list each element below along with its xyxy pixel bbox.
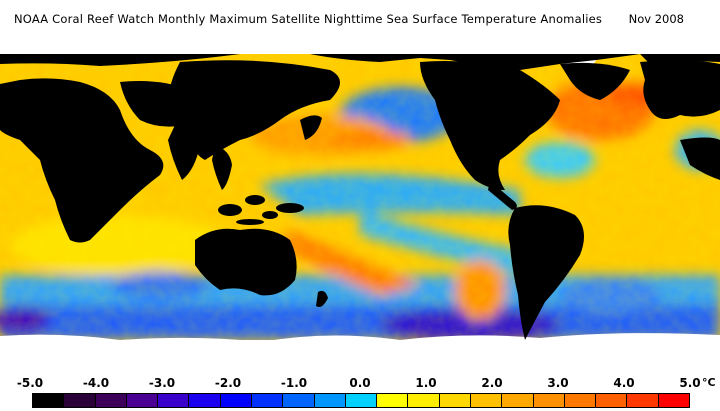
color-scale-swatch — [564, 394, 597, 407]
color-scale-swatch — [189, 394, 221, 407]
color-scale-swatch — [64, 394, 96, 407]
legend-tick-label: -1.0 — [280, 376, 308, 390]
color-scale-swatch — [251, 394, 284, 407]
color-scale-swatch — [533, 394, 565, 407]
map-title: NOAA Coral Reef Watch Monthly Maximum Sa… — [14, 12, 603, 26]
legend-tick-label: -3.0 — [148, 376, 176, 390]
color-scale-swatch — [158, 394, 190, 407]
header: NOAA Coral Reef Watch Monthly Maximum Sa… — [0, 0, 720, 40]
color-scale-swatch — [596, 394, 628, 407]
color-scale-swatch — [408, 394, 440, 407]
legend-unit: °C — [702, 376, 716, 389]
color-scale-swatch — [658, 394, 689, 407]
color-scale-swatch — [502, 394, 534, 407]
color-scale-bar — [32, 393, 690, 408]
legend-tick-label: 3.0 — [547, 376, 569, 390]
color-scale-swatch — [627, 394, 659, 407]
color-scale-swatch — [470, 394, 503, 407]
color-scale-swatch — [345, 394, 378, 407]
color-scale-swatch — [33, 394, 65, 407]
antarctica-ice — [0, 350, 720, 370]
color-scale-swatch — [439, 394, 471, 407]
legend-tick-label: 1.0 — [415, 376, 437, 390]
legend-tick-label: 4.0 — [613, 376, 635, 390]
legend-tick-label: 2.0 — [481, 376, 503, 390]
sst-anomaly-map — [0, 40, 720, 370]
color-scale-swatch — [220, 394, 252, 407]
color-scale-swatch — [126, 394, 159, 407]
legend-tick-labels: -5.0 -4.0 -3.0 -2.0 -1.0 0.0 1.0 2.0 3.0… — [0, 376, 720, 392]
map-date: Nov 2008 — [628, 12, 684, 26]
color-scale-swatch — [377, 394, 409, 407]
legend-tick-label: 5.0 — [679, 376, 701, 390]
color-scale-swatch — [314, 394, 346, 407]
legend-tick-label: -5.0 — [16, 376, 44, 390]
legend-tick-label: 0.0 — [349, 376, 371, 390]
legend-tick-label: -4.0 — [82, 376, 110, 390]
legend-tick-label: -2.0 — [214, 376, 242, 390]
color-scale-swatch — [95, 394, 127, 407]
color-scale-swatch — [283, 394, 315, 407]
